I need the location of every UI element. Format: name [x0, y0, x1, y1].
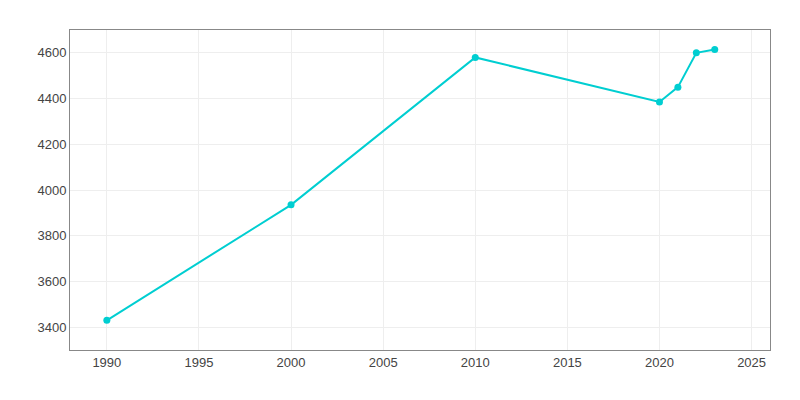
svg-text:3800: 3800 [37, 228, 66, 243]
svg-text:2015: 2015 [553, 355, 582, 370]
svg-text:4600: 4600 [37, 45, 66, 60]
svg-text:3600: 3600 [37, 274, 66, 289]
svg-text:2025: 2025 [737, 355, 766, 370]
svg-text:3400: 3400 [37, 320, 66, 335]
svg-text:4000: 4000 [37, 183, 66, 198]
svg-text:2010: 2010 [461, 355, 490, 370]
svg-text:4200: 4200 [37, 137, 66, 152]
svg-text:2020: 2020 [645, 355, 674, 370]
svg-text:2000: 2000 [277, 355, 306, 370]
svg-text:4400: 4400 [37, 91, 66, 106]
svg-text:1995: 1995 [184, 355, 213, 370]
svg-text:2005: 2005 [369, 355, 398, 370]
svg-text:1990: 1990 [92, 355, 121, 370]
